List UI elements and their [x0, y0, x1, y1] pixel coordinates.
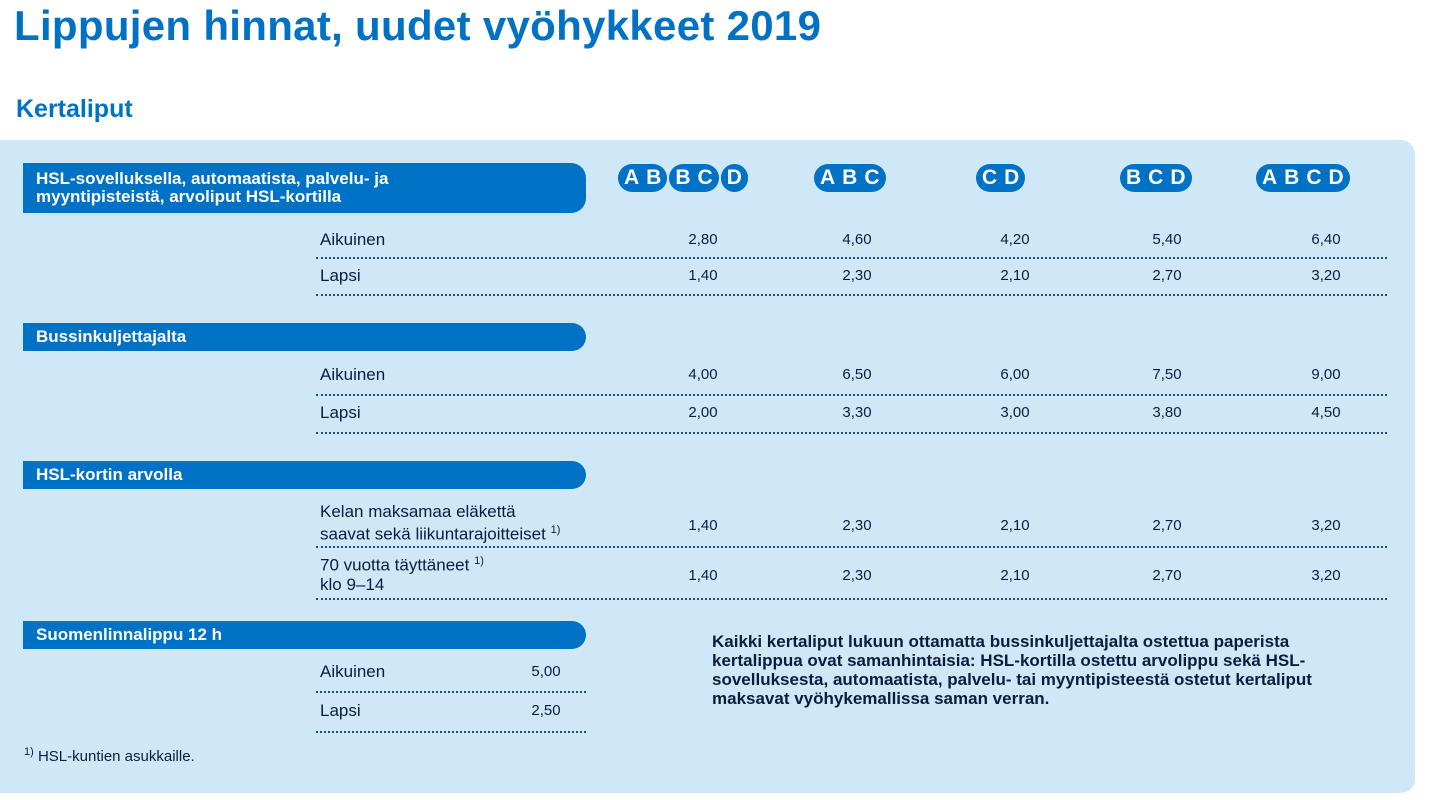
- row-divider: [316, 394, 1387, 396]
- price-cell: 9,00: [1311, 366, 1341, 383]
- price-cell: 2,30: [842, 567, 872, 584]
- row-label-adult: Aikuinen: [320, 365, 386, 384]
- price-cell: 6,40: [1311, 231, 1341, 248]
- price-cell: 4,20: [1000, 231, 1030, 248]
- row-label-adult: Aikuinen: [320, 230, 386, 249]
- price-cell: 3,20: [1311, 267, 1341, 284]
- price-cell: 2,50: [531, 702, 561, 719]
- price-cell: 2,10: [1000, 267, 1030, 284]
- footnote: 1) HSL-kuntien asukkaille.: [24, 746, 195, 765]
- price-cell: 2,70: [1152, 267, 1182, 284]
- zone-pill-d: D: [720, 164, 748, 192]
- row-divider: [316, 691, 586, 693]
- price-cell: 2,30: [842, 267, 872, 284]
- info-note: Kaikki kertaliput lukuun ottamatta bussi…: [712, 632, 1312, 708]
- price-cell: 2,10: [1000, 567, 1030, 584]
- price-cell: 1,40: [688, 517, 718, 534]
- price-cell: 1,40: [688, 567, 718, 584]
- price-cell: 2,00: [688, 404, 718, 421]
- price-cell: 2,80: [688, 231, 718, 248]
- row-divider: [316, 294, 1387, 296]
- price-cell: 5,00: [531, 663, 561, 680]
- section-header-app: HSL-sovelluksella, automaatista, palvelu…: [23, 163, 586, 213]
- price-cell: 1,40: [688, 267, 718, 284]
- price-cell: 4,60: [842, 231, 872, 248]
- price-cell: 3,30: [842, 404, 872, 421]
- row-label-child: Lapsi: [320, 266, 361, 285]
- price-cell: 6,00: [1000, 366, 1030, 383]
- section-header-card: HSL-kortin arvolla: [23, 461, 586, 489]
- section-header-suomenlinna: Suomenlinnalippu 12 h: [23, 621, 586, 649]
- price-cell: 7,50: [1152, 366, 1182, 383]
- price-cell: 2,30: [842, 517, 872, 534]
- row-label-adult: Aikuinen: [320, 662, 386, 681]
- price-cell: 6,50: [842, 366, 872, 383]
- row-label-seniors: 70 vuotta täyttäneet 1) klo 9–14: [320, 555, 484, 594]
- row-divider: [316, 546, 1387, 548]
- row-divider: [316, 257, 1387, 259]
- row-label-pensioners: Kelan maksamaa eläkettä saavat sekä liik…: [320, 502, 561, 544]
- row-label-child: Lapsi: [320, 403, 361, 422]
- price-cell: 5,40: [1152, 231, 1182, 248]
- price-cell: 3,20: [1311, 567, 1341, 584]
- price-cell: 3,20: [1311, 517, 1341, 534]
- price-cell: 4,50: [1311, 404, 1341, 421]
- section-header-bus: Bussinkuljettajalta: [23, 323, 586, 351]
- row-divider: [316, 598, 1387, 600]
- price-cell: 2,70: [1152, 567, 1182, 584]
- page-title: Lippujen hinnat, uudet vyöhykkeet 2019: [14, 2, 822, 49]
- price-cell: 3,80: [1152, 404, 1182, 421]
- section-subtitle: Kertaliput: [16, 95, 133, 123]
- row-divider: [316, 432, 1387, 434]
- price-cell: 4,00: [688, 366, 718, 383]
- price-cell: 3,00: [1000, 404, 1030, 421]
- row-label-child: Lapsi: [320, 701, 361, 720]
- price-cell: 2,70: [1152, 517, 1182, 534]
- row-divider: [316, 731, 586, 733]
- price-cell: 2,10: [1000, 517, 1030, 534]
